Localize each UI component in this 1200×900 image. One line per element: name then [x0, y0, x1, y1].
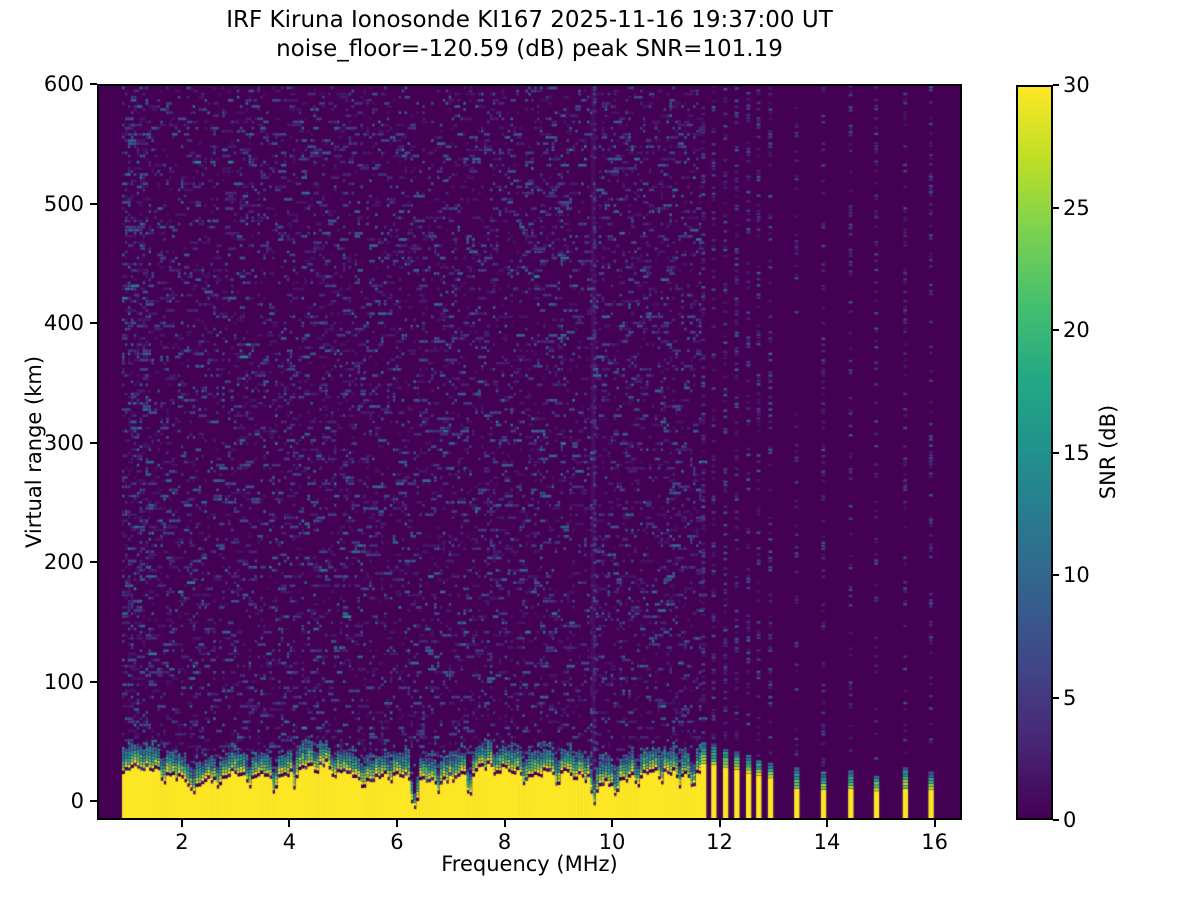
colorbar-tick-label: 5 [1063, 685, 1077, 710]
colorbar-tickmark [1053, 451, 1059, 454]
x-tick-label: 10 [598, 830, 626, 854]
x-tickmark [395, 820, 398, 827]
colorbar-tickmark [1053, 696, 1059, 699]
y-tick-label: 500 [43, 191, 84, 216]
x-tick-label: 2 [175, 830, 189, 854]
x-axis-label: Frequency (MHz) [441, 852, 618, 876]
figure-title: IRF Kiruna Ionosonde KI167 2025-11-16 19… [97, 6, 962, 64]
y-tick-label: 300 [43, 430, 84, 455]
x-tickmark [503, 820, 506, 827]
x-tickmark [180, 820, 183, 827]
y-tickmark [90, 441, 97, 444]
y-tick-label: 200 [43, 550, 84, 575]
y-tickmark [90, 322, 97, 325]
x-tickmark [826, 820, 829, 827]
figure-title-line2: noise_floor=-120.59 (dB) peak SNR=101.19 [276, 36, 783, 62]
colorbar-tick-label: 30 [1063, 73, 1090, 97]
x-tickmark [933, 820, 936, 827]
colorbar [1016, 85, 1053, 820]
y-tickmark [90, 561, 97, 564]
x-tickmark [611, 820, 614, 827]
colorbar-tickmark [1053, 84, 1059, 86]
plot-area [97, 84, 962, 820]
y-tickmark [90, 202, 97, 205]
colorbar-tickmark [1053, 819, 1059, 821]
y-tickmark [90, 680, 97, 683]
figure-title-line1: IRF Kiruna Ionosonde KI167 2025-11-16 19… [226, 7, 833, 33]
x-tick-label: 16 [921, 830, 948, 854]
colorbar-tickmark [1053, 206, 1059, 209]
colorbar-tick-label: 10 [1063, 563, 1090, 587]
colorbar-tickmark [1053, 329, 1059, 331]
x-tick-label: 12 [706, 830, 733, 854]
x-tick-label: 8 [497, 830, 512, 854]
y-tick-label: 400 [43, 311, 84, 336]
colorbar-tick-label: 25 [1063, 195, 1090, 220]
colorbar-tick-label: 20 [1063, 318, 1090, 342]
y-axis-label: Virtual range (km) [22, 355, 46, 549]
x-tick-label: 4 [282, 830, 297, 854]
x-tick-label: 14 [813, 830, 841, 854]
colorbar-tickmark [1053, 574, 1059, 576]
x-tickmark [288, 820, 291, 827]
y-tickmark [90, 83, 97, 85]
colorbar-gradient [1018, 87, 1051, 818]
colorbar-tick-label: 15 [1063, 440, 1090, 465]
ionogram-heatmap-canvas [99, 86, 960, 818]
y-tick-label: 0 [70, 789, 84, 814]
y-tick-label: 100 [43, 669, 84, 694]
x-tickmark [718, 820, 721, 827]
colorbar-tick-label: 0 [1063, 808, 1077, 832]
y-tick-label: 600 [43, 72, 84, 96]
colorbar-label: SNR (dB) [1096, 404, 1120, 500]
y-tickmark [90, 800, 97, 803]
x-tick-label: 6 [390, 830, 404, 854]
